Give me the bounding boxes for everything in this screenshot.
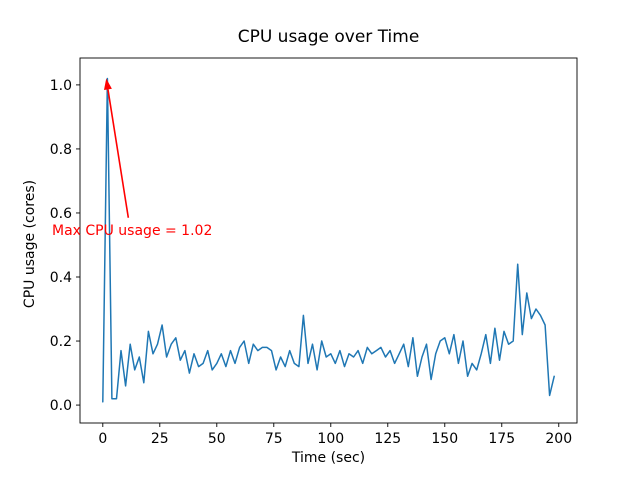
- annotation-arrow-head: [103, 78, 112, 90]
- y-tick-label: 0.8: [50, 142, 72, 158]
- x-tick-label: 150: [431, 431, 458, 447]
- x-tick-label: 25: [151, 431, 169, 447]
- x-tick-label: 75: [265, 431, 283, 447]
- y-tick-label: 0.6: [50, 206, 72, 222]
- x-tick-label: 200: [545, 431, 572, 447]
- y-tick-label: 0.0: [50, 398, 72, 414]
- x-axis-label: Time (sec): [291, 450, 366, 466]
- x-tick-label: 50: [208, 431, 226, 447]
- cpu-usage-line: [102, 77, 555, 403]
- x-tick-label: 125: [374, 431, 401, 447]
- x-tick-label: 100: [317, 431, 344, 447]
- y-tick-label: 0.2: [50, 334, 72, 350]
- y-axis-label: CPU usage (cores): [22, 179, 38, 309]
- y-tick-label: 0.4: [50, 270, 72, 286]
- max-cpu-annotation: Max CPU usage = 1.02: [52, 223, 213, 239]
- axes-spines: [79, 57, 578, 424]
- chart-title: CPU usage over Time: [237, 27, 420, 47]
- annotation-arrow-shaft: [107, 89, 130, 218]
- x-tick-label: 0: [98, 431, 107, 447]
- y-tick-label: 1.0: [50, 78, 72, 94]
- x-tick-label: 175: [488, 431, 515, 447]
